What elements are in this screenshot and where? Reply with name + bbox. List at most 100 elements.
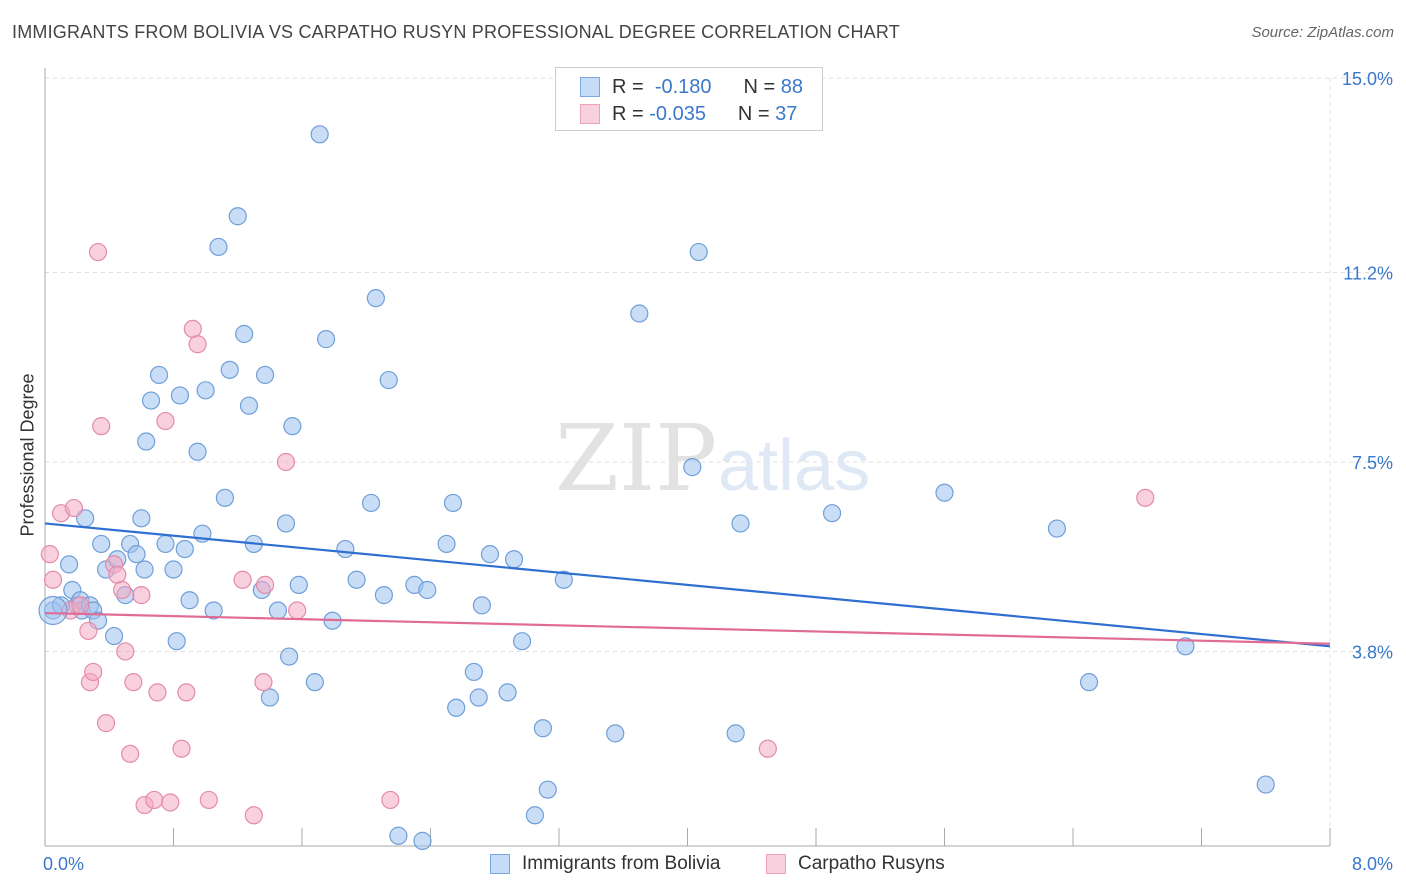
legend-n-label: N = bbox=[737, 102, 770, 125]
x-tick-label: 0.0% bbox=[43, 854, 84, 874]
point-bolivia bbox=[141, 391, 161, 410]
point-rusyn bbox=[177, 683, 196, 702]
point-bolivia bbox=[689, 242, 708, 262]
point-rusyn bbox=[255, 575, 275, 594]
point-rusyn bbox=[79, 621, 98, 641]
point-bolivia bbox=[374, 586, 394, 605]
point-rusyn bbox=[43, 570, 63, 589]
y-tick-label: 11.2% bbox=[1343, 264, 1393, 284]
point-bolivia bbox=[215, 488, 234, 507]
point-bolivia bbox=[260, 688, 279, 707]
point-bolivia bbox=[239, 396, 259, 415]
point-rusyn bbox=[88, 242, 108, 262]
tick-labels: 3.8% 7.5% 11.2% 15.0% 0.0% 8.0% bbox=[43, 69, 1393, 874]
point-rusyn bbox=[108, 565, 127, 584]
point-bolivia bbox=[336, 539, 355, 559]
chart-title: IMMIGRANTS FROM BOLIVIA VS CARPATHO RUSY… bbox=[12, 22, 900, 42]
point-bolivia bbox=[310, 125, 329, 144]
point-rusyn bbox=[145, 790, 164, 810]
legend-swatch-bolivia bbox=[580, 77, 600, 97]
point-bolivia bbox=[276, 514, 296, 533]
bottom-legend-swatch-rusyn bbox=[766, 854, 786, 874]
point-bolivia bbox=[268, 601, 288, 620]
point-bolivia bbox=[235, 324, 254, 344]
y-tick-label: 7.5% bbox=[1352, 453, 1393, 473]
point-rusyn bbox=[121, 744, 140, 763]
point-bolivia bbox=[443, 493, 463, 513]
points-layer bbox=[38, 125, 1275, 850]
point-bolivia bbox=[188, 442, 207, 461]
point-rusyn bbox=[276, 452, 296, 472]
point-rusyn bbox=[183, 319, 202, 338]
point-bolivia bbox=[437, 534, 456, 554]
point-bolivia bbox=[164, 560, 183, 579]
trend-line-rusyn bbox=[44, 611, 1331, 645]
point-rusyn bbox=[188, 335, 207, 354]
point-bolivia bbox=[137, 432, 156, 451]
point-rusyn bbox=[132, 586, 151, 605]
bottom-legend-bolivia: Immigrants from Bolivia bbox=[490, 852, 721, 876]
point-bolivia bbox=[283, 417, 302, 436]
point-bolivia bbox=[472, 596, 491, 615]
point-bolivia bbox=[280, 647, 299, 666]
legend-n-value: 88 bbox=[780, 75, 803, 98]
point-rusyn bbox=[112, 580, 132, 600]
point-bolivia bbox=[170, 386, 190, 405]
point-bolivia bbox=[389, 826, 408, 845]
point-rusyn bbox=[288, 601, 307, 620]
point-rusyn bbox=[156, 411, 175, 431]
point-bolivia bbox=[533, 719, 553, 738]
bottom-legend-label-bolivia: Immigrants from Bolivia bbox=[522, 853, 721, 874]
point-bolivia bbox=[1047, 519, 1067, 538]
watermark-atlas: atlas bbox=[718, 426, 870, 506]
point-rusyn bbox=[116, 642, 135, 661]
point-bolivia bbox=[255, 365, 275, 385]
point-bolivia bbox=[127, 545, 146, 564]
y-axis-label: Professional Degree bbox=[17, 373, 38, 537]
legend-r-value: -0.180 bbox=[654, 75, 712, 98]
point-bolivia bbox=[413, 831, 432, 850]
point-bolivia bbox=[347, 570, 366, 589]
point-rusyn bbox=[71, 596, 90, 615]
point-rusyn bbox=[84, 662, 103, 682]
point-rusyn bbox=[124, 673, 143, 692]
point-bolivia bbox=[289, 575, 308, 594]
trend-line-bolivia bbox=[44, 522, 1331, 648]
legend-row-bolivia: R = -0.180 N = 88 bbox=[580, 75, 803, 99]
point-rusyn bbox=[161, 793, 180, 812]
point-bolivia bbox=[606, 724, 625, 743]
legend-r-label: R = bbox=[612, 102, 644, 125]
point-bolivia bbox=[209, 237, 228, 257]
point-bolivia bbox=[512, 632, 532, 651]
point-bolivia bbox=[1256, 775, 1275, 794]
point-bolivia bbox=[726, 724, 745, 743]
point-bolivia bbox=[379, 370, 398, 390]
point-bolivia bbox=[305, 673, 324, 692]
point-bolivia bbox=[1176, 637, 1195, 656]
watermark: ZIP atlas bbox=[555, 405, 870, 512]
point-rusyn bbox=[148, 683, 167, 702]
point-bolivia bbox=[220, 360, 239, 379]
point-rusyn bbox=[199, 790, 218, 810]
bottom-legend-label-rusyn: Carpatho Rusyns bbox=[798, 853, 945, 874]
point-bolivia bbox=[167, 632, 186, 651]
y-tick-label: 3.8% bbox=[1352, 642, 1393, 662]
point-bolivia bbox=[316, 330, 336, 349]
point-rusyn bbox=[96, 714, 116, 733]
point-bolivia bbox=[447, 698, 466, 717]
point-bolivia bbox=[935, 483, 954, 502]
point-bolivia bbox=[135, 560, 154, 579]
point-bolivia bbox=[175, 539, 194, 559]
point-bolivia bbox=[525, 806, 545, 825]
legend-swatch-rusyn bbox=[580, 104, 600, 124]
point-bolivia bbox=[498, 683, 517, 702]
point-bolivia bbox=[156, 534, 175, 554]
legend-row-rusyn: R = -0.035 N = 37 bbox=[580, 102, 797, 126]
point-rusyn bbox=[64, 498, 84, 518]
x-tick-label: 8.0% bbox=[1352, 854, 1393, 874]
point-bolivia bbox=[361, 493, 381, 513]
point-rusyn bbox=[233, 570, 252, 589]
point-bolivia bbox=[196, 381, 215, 400]
point-bolivia bbox=[204, 601, 223, 620]
